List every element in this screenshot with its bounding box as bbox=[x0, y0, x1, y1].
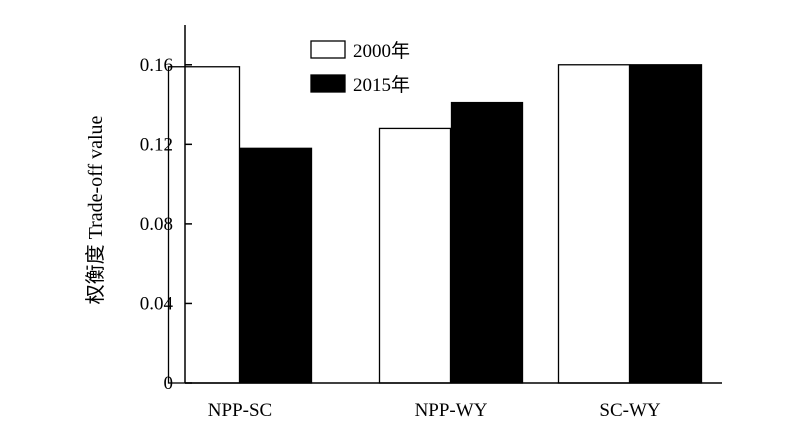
x-category-labels: NPP-SC NPP-WY SC-WY bbox=[208, 400, 661, 421]
bars-layer bbox=[167, 64, 703, 384]
legend: 2000年 2015年 bbox=[310, 40, 410, 96]
y-tick-label: 0.16 bbox=[140, 55, 173, 76]
bar-npp-sc-series-1 bbox=[167, 66, 241, 384]
x-category-label: SC-WY bbox=[599, 400, 661, 421]
legend-swatch bbox=[310, 74, 346, 93]
y-tick-label: 0 bbox=[164, 373, 174, 394]
legend-swatch bbox=[310, 40, 346, 59]
y-ticks: 0 0.04 0.08 0.12 0.16 bbox=[140, 55, 192, 394]
x-category-label: NPP-WY bbox=[415, 400, 488, 421]
x-category-label: NPP-SC bbox=[208, 400, 272, 421]
y-axis-title: 权衡度 Trade-off value bbox=[84, 115, 107, 304]
y-tick-label: 0.08 bbox=[140, 214, 173, 235]
bar-npp-wy-series-2 bbox=[450, 101, 524, 384]
bar-npp-sc-series-2 bbox=[239, 147, 313, 384]
legend-label: 2000年 bbox=[353, 40, 410, 62]
bar-npp-wy-series-1 bbox=[378, 127, 452, 384]
bar-sc-wy-series-2 bbox=[629, 64, 703, 384]
y-tick-label: 0.04 bbox=[140, 293, 174, 314]
y-tick-label: 0.12 bbox=[140, 134, 173, 155]
legend-label: 2015年 bbox=[353, 74, 410, 96]
bar-sc-wy-series-1 bbox=[557, 64, 631, 384]
axes-layer bbox=[184, 25, 722, 384]
